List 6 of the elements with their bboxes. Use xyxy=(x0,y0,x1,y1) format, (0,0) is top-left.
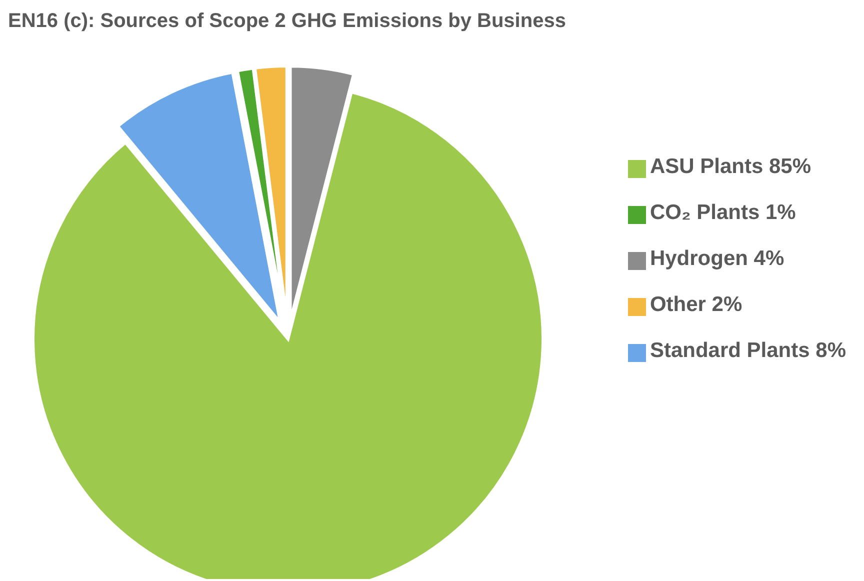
legend-label: ASU Plants 85% xyxy=(650,155,811,178)
legend-label: Other 2% xyxy=(650,293,742,316)
legend-label: Standard Plants 8% xyxy=(650,339,846,362)
legend-label: CO₂ Plants 1% xyxy=(650,201,796,224)
chart-title: EN16 (c): Sources of Scope 2 GHG Emissions by Business xyxy=(8,9,567,34)
legend-label: Hydrogen 4% xyxy=(650,247,784,270)
